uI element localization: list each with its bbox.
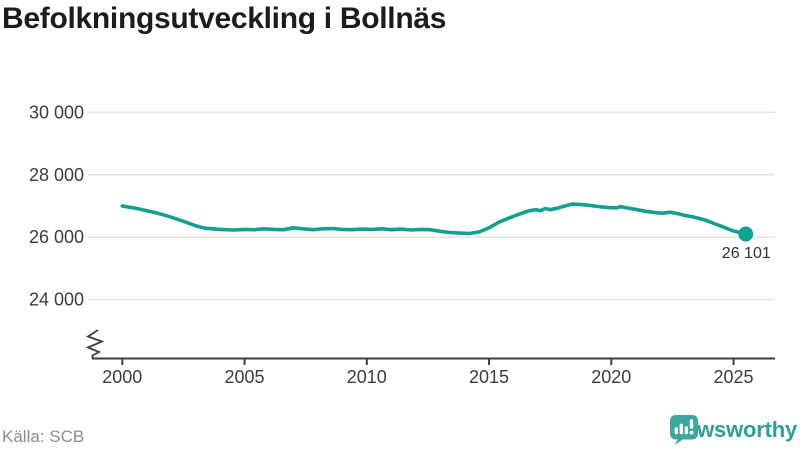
x-axis: 2000 2005 2010 2015 2020 2025 <box>102 358 754 387</box>
last-value-label: 26 101 <box>722 245 771 262</box>
y-axis-tick-label: 24 000 <box>29 290 84 310</box>
y-axis: 30 000 28 000 26 000 24 000 <box>29 102 84 309</box>
x-axis-tick-label: 2020 <box>591 367 631 387</box>
gridline-layer <box>88 111 775 301</box>
y-axis-break-icon <box>85 329 105 359</box>
newsworthy-logo: Newsworthy <box>669 414 797 446</box>
x-axis-tick-label: 2025 <box>714 367 754 387</box>
chart-title: Befolkningsutveckling i Bollnäs <box>2 2 447 35</box>
y-axis-tick-label: 30 000 <box>29 102 84 122</box>
population-line-chart: 30 000 28 000 26 000 24 000 2000 2005 2010 201… <box>29 102 775 387</box>
x-axis-tick-label: 2015 <box>469 367 509 387</box>
newsworthy-bars-icon <box>670 415 699 445</box>
last-value-marker <box>738 226 754 242</box>
y-axis-tick-label: 28 000 <box>29 165 84 185</box>
source-note: Källa: SCB <box>2 427 85 446</box>
population-series-line <box>120 202 748 236</box>
x-axis-tick-label: 2000 <box>102 367 142 387</box>
x-axis-tick-label: 2010 <box>347 367 387 387</box>
y-axis-tick-label: 26 000 <box>29 227 84 247</box>
x-axis-tick-label: 2005 <box>225 367 265 387</box>
